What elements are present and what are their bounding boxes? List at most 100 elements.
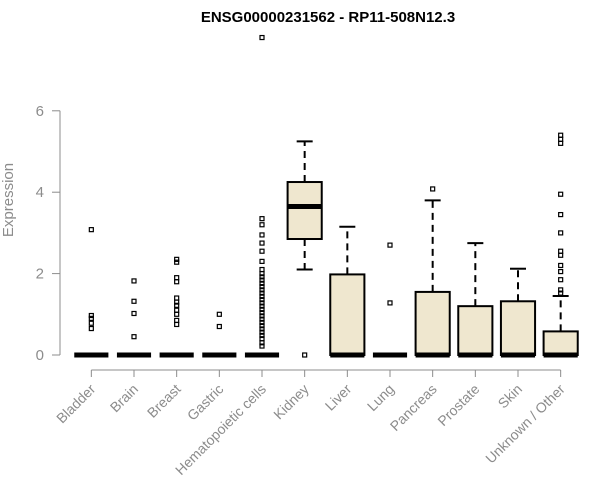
box-group [286, 140, 323, 358]
outlier-point [259, 303, 265, 309]
outlier-point [558, 268, 564, 275]
x-tick-label: Lung [364, 381, 397, 414]
outlier-point [259, 34, 265, 41]
y-axis: 0 2 4 6 [36, 103, 61, 364]
outlier-point [259, 248, 265, 254]
box-group [244, 34, 280, 358]
outlier-point [259, 222, 265, 228]
y-axis-label: Expression [0, 163, 17, 237]
outlier-point [259, 274, 265, 280]
outlier-point [558, 211, 564, 218]
outlier-point [302, 352, 308, 358]
outlier-point [131, 310, 137, 317]
outlier-point [216, 323, 222, 330]
outlier-point [558, 140, 564, 146]
outlier-point [259, 313, 265, 319]
outlier-point [558, 230, 564, 236]
outlier-point [259, 287, 265, 293]
x-tick-label: Prostate [434, 381, 482, 429]
y-tick-label: 6 [36, 103, 44, 120]
outlier-point [558, 277, 564, 283]
outlier-point [259, 277, 265, 283]
outlier-point [259, 240, 265, 246]
outlier-point [174, 317, 180, 324]
outlier-point [259, 232, 265, 238]
outlier-point [259, 266, 265, 273]
outlier-point [558, 252, 564, 258]
outlier-point [558, 290, 564, 296]
box [457, 305, 494, 357]
box [414, 290, 451, 357]
outlier-point [259, 329, 265, 335]
outlier-point [430, 186, 436, 192]
outlier-point [259, 340, 265, 346]
x-tick-label: Pancreas [387, 381, 440, 434]
box [542, 330, 579, 357]
outlier-point [558, 248, 564, 254]
outlier-point [259, 284, 265, 290]
outlier-point [174, 307, 180, 313]
outlier-point [558, 287, 564, 293]
y-tick-label: 2 [36, 266, 44, 283]
outlier-point [558, 262, 564, 269]
outlier-point [259, 306, 265, 313]
box-group [414, 186, 451, 358]
outlier-point [88, 227, 94, 233]
box [329, 273, 366, 356]
box-group [499, 267, 537, 358]
outlier-point [174, 256, 180, 262]
outlier-point [88, 312, 94, 319]
outlier-point [259, 300, 265, 306]
outlier-point [174, 299, 180, 305]
plot-area [74, 34, 579, 358]
outlier-point [174, 302, 180, 308]
outlier-point [174, 275, 180, 281]
outlier-point [259, 319, 265, 326]
outlier-point [259, 326, 265, 332]
outlier-point [259, 297, 265, 303]
y-tick-label: 0 [36, 347, 44, 364]
box-group [116, 278, 152, 358]
outlier-point [259, 271, 265, 277]
outlier-point [174, 311, 180, 317]
x-tick-label: Liver [322, 381, 355, 414]
outlier-point [558, 191, 564, 197]
outlier-point [259, 316, 265, 322]
box [286, 181, 323, 241]
box-group [159, 256, 194, 358]
outlier-point [558, 136, 564, 142]
outlier-point [259, 216, 265, 222]
outlier-point [131, 298, 137, 304]
x-tick-label: Unknown / Other [482, 381, 568, 467]
outlier-point [259, 293, 265, 299]
x-tick-label: Brain [107, 381, 141, 415]
outlier-point [174, 279, 180, 285]
y-tick-label: 4 [36, 184, 44, 201]
outlier-point [216, 311, 222, 317]
box-group [74, 227, 109, 358]
outlier-point [259, 290, 265, 296]
outlier-point [558, 132, 564, 138]
outlier-point [259, 323, 265, 329]
outlier-point [259, 280, 265, 286]
box-group [457, 242, 494, 358]
outlier-point [88, 320, 94, 326]
x-tick-label: Bladder [53, 381, 99, 427]
x-tick-label: Skin [495, 381, 526, 412]
outlier-point [259, 258, 265, 264]
outlier-point [131, 278, 137, 284]
outlier-point [259, 332, 265, 339]
box-group [329, 225, 366, 358]
outlier-point [259, 310, 265, 316]
x-tick-label: Gastric [184, 381, 227, 424]
outlier-point [88, 325, 94, 332]
outlier-point [88, 315, 94, 321]
outlier-point [174, 259, 180, 265]
outlier-point [174, 295, 180, 301]
outlier-point [387, 242, 393, 248]
box-group [372, 242, 408, 358]
outlier-point [131, 334, 137, 340]
box-group [202, 311, 237, 358]
